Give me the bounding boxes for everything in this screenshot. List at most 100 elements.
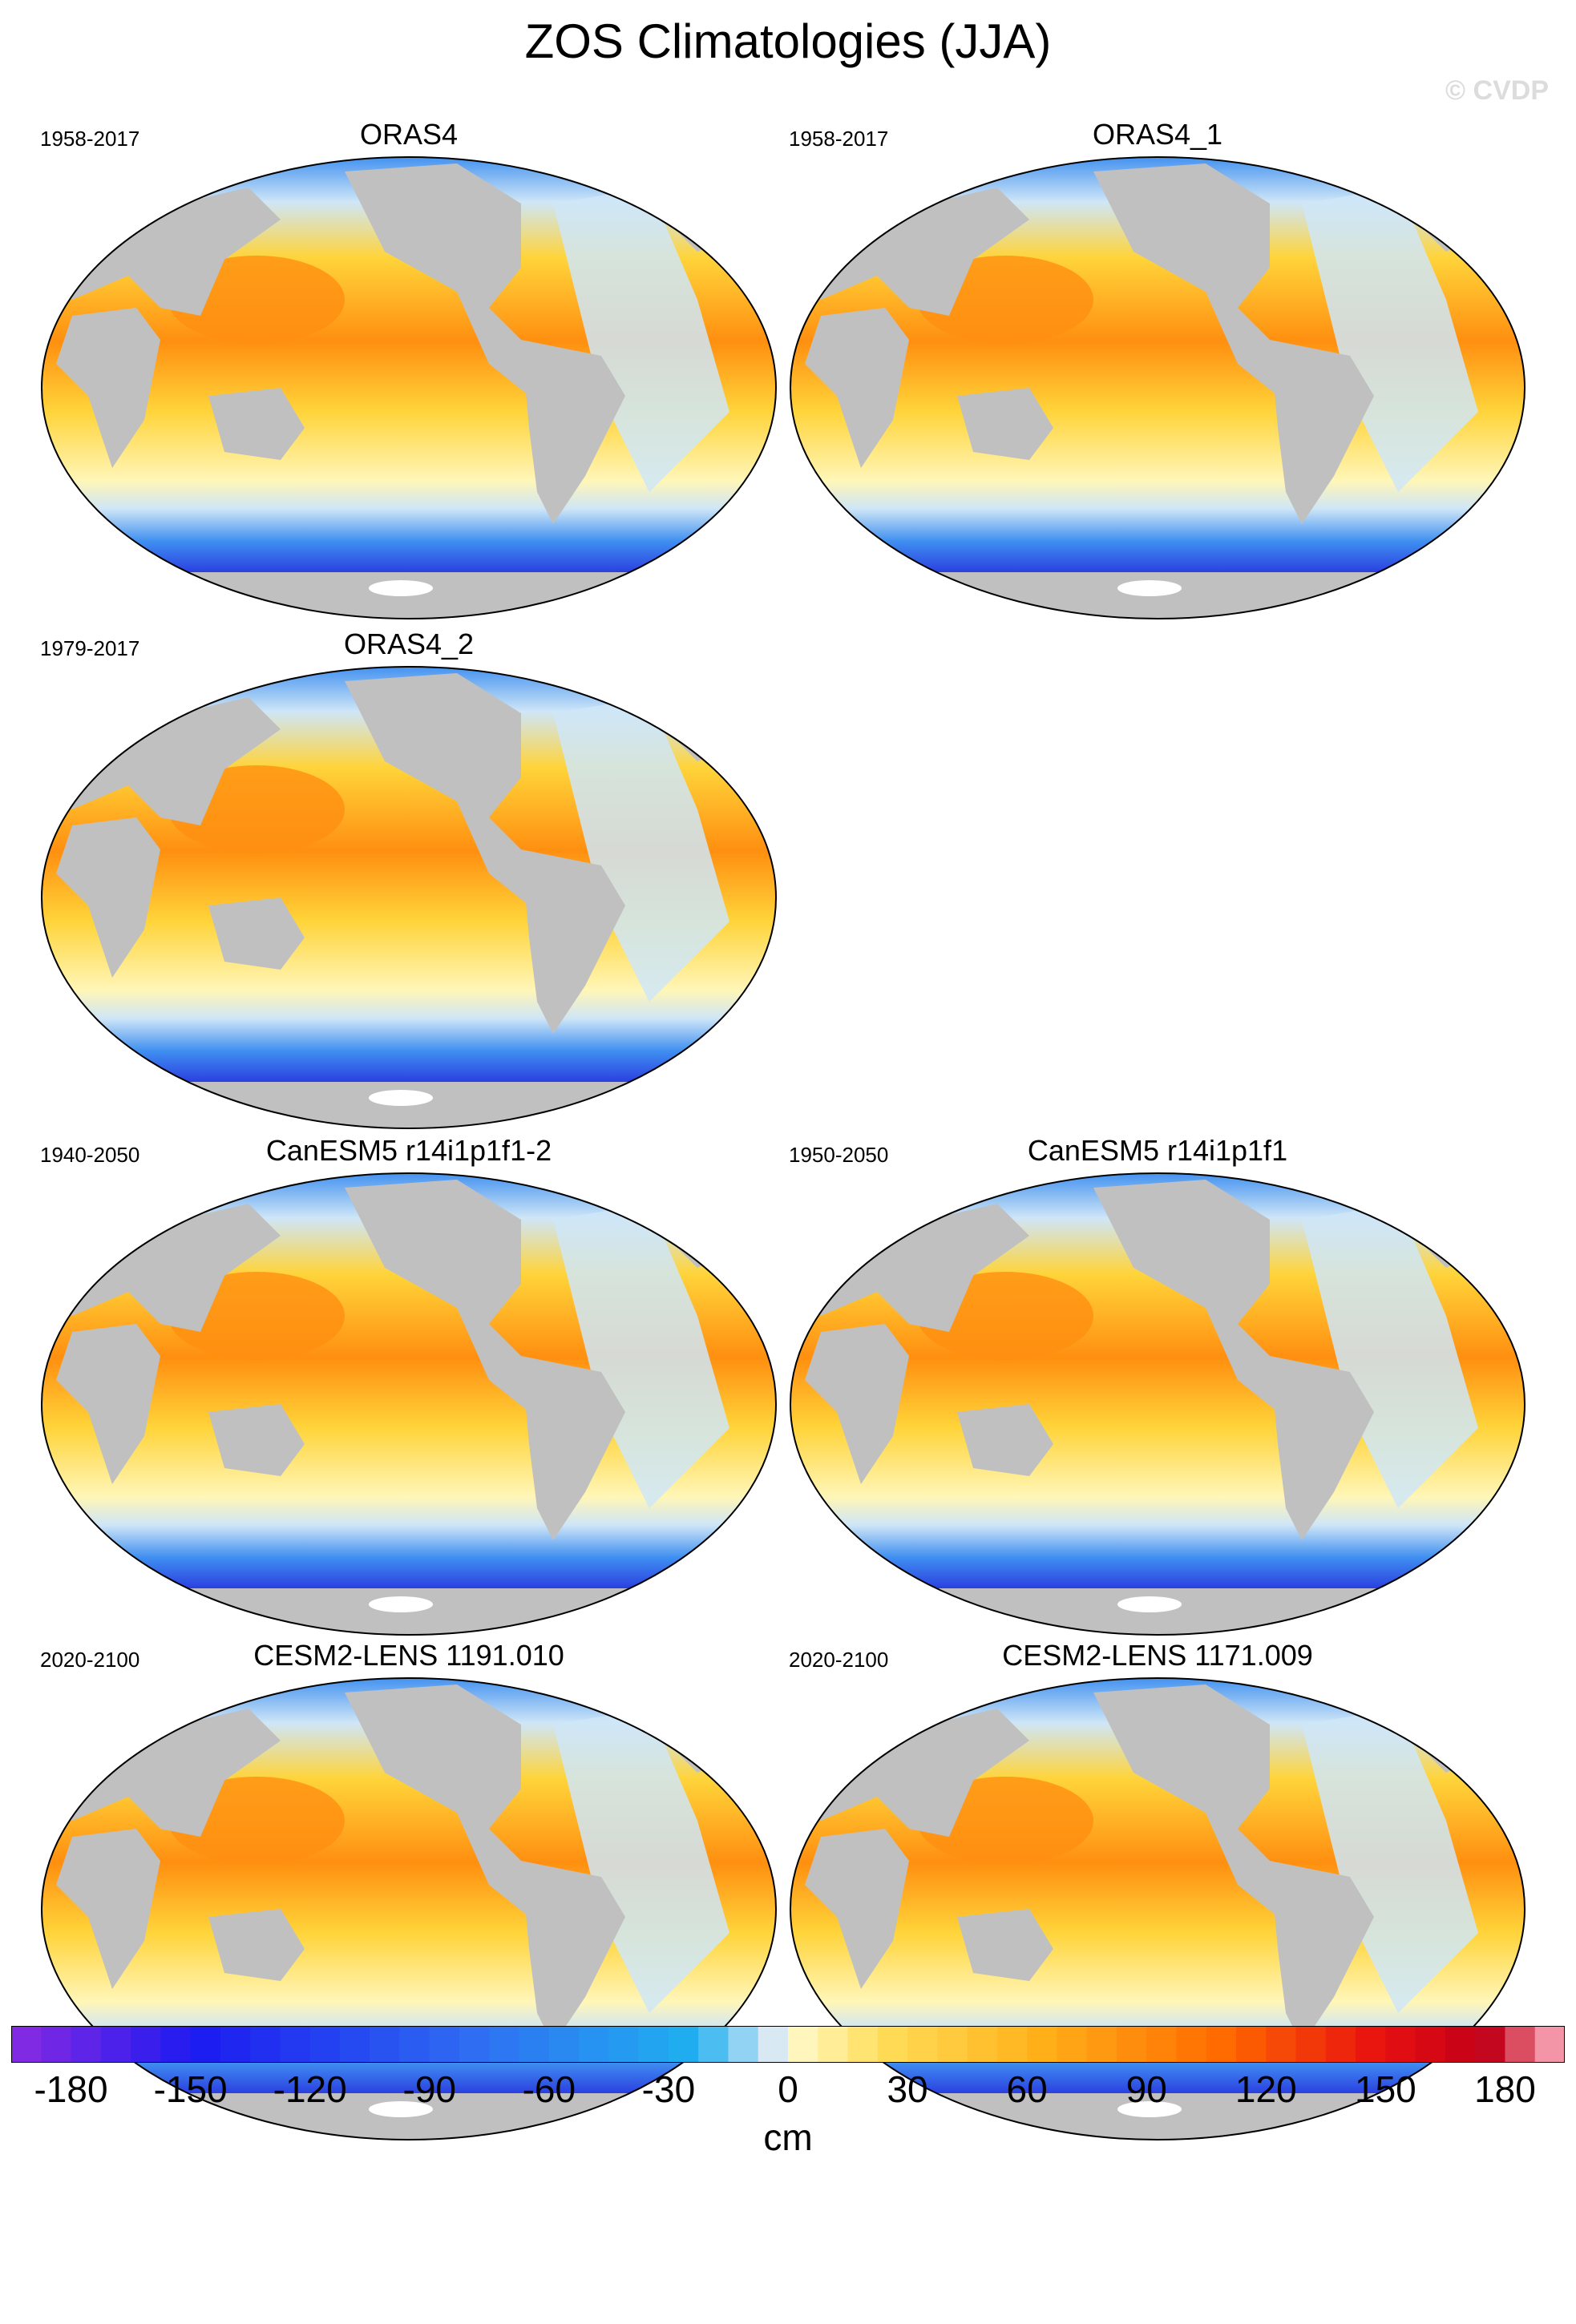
zos-map (41, 1677, 777, 2140)
colorbar-units: cm (763, 2116, 813, 2158)
colorbar-tick-labels: -180 -150 -120 -90 -60 -30 0 30 60 90 120 150 180 (0, 2068, 1576, 2116)
colorbar-box (1415, 2026, 1446, 2063)
australia-landmass (957, 388, 1053, 460)
south-america-landmass (521, 1356, 625, 1540)
ice-shelf (369, 1090, 433, 1106)
antarctica-landmass (790, 1588, 1525, 1635)
ice-shelf (369, 580, 433, 596)
colorbar-box (370, 2026, 400, 2063)
colorbar-box (1325, 2026, 1356, 2063)
map-border (41, 666, 777, 1129)
ice-shelf (1117, 2101, 1182, 2117)
eurasia-landmass (42, 188, 281, 316)
colorbar-tick-label: 120 (1235, 2068, 1297, 2110)
colorbar-box (399, 2026, 430, 2063)
zos-map (41, 1172, 777, 1636)
map-panel-cesm2-1171: CESM2-LENS 1171.009 2020-2100 (789, 1639, 1526, 2140)
south-america-landmass (1270, 340, 1374, 524)
panel-title: ORAS4_1 (1092, 118, 1223, 151)
panel-years: 1958-2017 (40, 127, 140, 151)
colorbar-tick-label: 0 (778, 2068, 798, 2110)
panel-title: CESM2-LENS 1191.010 (253, 1639, 564, 1672)
atlantic-region (553, 188, 729, 492)
eurasia-landmass (42, 697, 281, 825)
south-america-landmass (521, 849, 625, 1034)
atlantic-region (553, 1204, 729, 1508)
figure-title: ZOS Climatologies (JJA) (524, 14, 1052, 68)
colorbar-box (1057, 2026, 1088, 2063)
ice-shelf (1117, 580, 1182, 596)
zos-map (41, 156, 777, 619)
colorbar-box (1086, 2026, 1117, 2063)
north-america-landmass (345, 1684, 553, 1917)
north-america-landmass (1093, 1180, 1302, 1412)
colorbar-frame (11, 2026, 1565, 2063)
north-america-landmass (345, 1180, 553, 1412)
colorbar-box (1116, 2026, 1147, 2063)
colorbar-box (1295, 2026, 1327, 2063)
colorbar-tick-label: -30 (641, 2068, 696, 2110)
colorbar-box (1266, 2026, 1297, 2063)
ice-shelf (369, 1596, 433, 1612)
atlantic-region (553, 1709, 729, 2013)
colorbar-box (1206, 2026, 1237, 2063)
colorbar-box (1146, 2026, 1177, 2063)
colorbar-tick-label: -90 (402, 2068, 457, 2110)
colorbar-tick-label: 150 (1355, 2068, 1416, 2110)
north-america-landmass (1093, 163, 1302, 396)
africa-landmass (805, 1324, 909, 1484)
colorbar-box (1027, 2026, 1057, 2063)
colorbar-box (1445, 2026, 1476, 2063)
panel-title: CESM2-LENS 1171.009 (1002, 1639, 1313, 1672)
colorbar-box (220, 2026, 251, 2063)
map-border (790, 1677, 1525, 2140)
eurasia-landmass (42, 1709, 281, 1837)
map-panel-canesm5: CanESM5 r14i1p1f1 1950-2050 (789, 1134, 1526, 1636)
north-america-landmass (1093, 1684, 1302, 1917)
australia-landmass (208, 1404, 305, 1476)
colorbar-box (847, 2026, 879, 2063)
colorbar-box (728, 2026, 759, 2063)
north-america-landmass (345, 673, 553, 906)
australia-landmass (208, 388, 305, 460)
colorbar-box (1385, 2026, 1416, 2063)
africa-landmass (56, 1829, 160, 1989)
australia-landmass (208, 898, 305, 970)
colorbar-box (519, 2026, 550, 2063)
colorbar-tick-label: -120 (273, 2068, 347, 2110)
cvdp-watermark: © CVDP (1445, 75, 1549, 106)
colorbar-box (548, 2026, 580, 2063)
panel-title: ORAS4_2 (343, 627, 475, 660)
map-panel-canesm5-2: CanESM5 r14i1p1f1-2 1940-2050 (40, 1136, 778, 1636)
colorbar-box (160, 2026, 192, 2063)
colorbar-box (1176, 2026, 1207, 2063)
south-america-landmass (521, 1861, 625, 2045)
panel-title: CanESM5 r14i1p1f1 (1027, 1134, 1288, 1167)
colorbar-box (907, 2026, 938, 2063)
colorbar (11, 2026, 1565, 2063)
africa-landmass (805, 1829, 909, 1989)
colorbar-box (967, 2026, 998, 2063)
antarctica-landmass (42, 1082, 776, 1128)
map-panel-oras4-1: ORAS4_1 1958-2017 (789, 118, 1526, 619)
africa-landmass (805, 308, 909, 468)
eurasia-landmass (790, 1709, 1029, 1837)
colorbar-box (489, 2026, 520, 2063)
colorbar-box (71, 2026, 102, 2063)
colorbar-box (41, 2026, 72, 2063)
colorbar-tick-label: 180 (1474, 2068, 1536, 2110)
colorbar-tick-label: 90 (1125, 2068, 1167, 2110)
colorbar-box (996, 2026, 1028, 2063)
south-america-landmass (1270, 1356, 1374, 1540)
colorbar-box (11, 2026, 42, 2063)
atlantic-region (1302, 188, 1478, 492)
zos-map (790, 156, 1525, 619)
colorbar-tick-label: -60 (522, 2068, 576, 2110)
colorbar-box (668, 2026, 699, 2063)
colorbar-tick-label: -150 (153, 2068, 228, 2110)
atlantic-region (1302, 1204, 1478, 1508)
south-america-landmass (521, 340, 625, 524)
zos-map (41, 666, 777, 1129)
colorbar-box (1236, 2026, 1267, 2063)
eurasia-landmass (790, 1204, 1029, 1332)
